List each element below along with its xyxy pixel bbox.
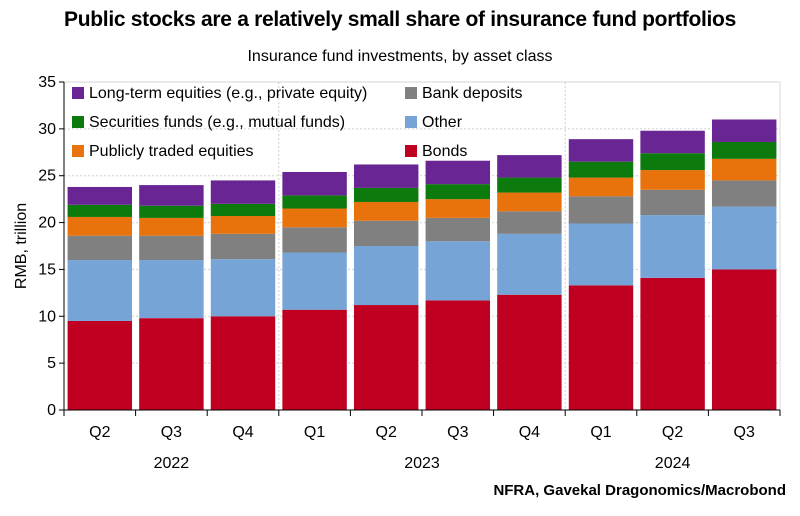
bar-segment-securities-funds-e-g-mutual-funds xyxy=(568,161,634,178)
bar-segment-bank-deposits xyxy=(282,227,347,253)
year-label: 2023 xyxy=(404,455,440,472)
y-tick-label: 0 xyxy=(47,402,56,419)
bar-segment-other xyxy=(711,206,777,270)
y-tick-label: 15 xyxy=(38,261,56,278)
bar-segment-long-term-equities-e-g-private-equity xyxy=(139,185,204,206)
bar-segment-bonds xyxy=(353,305,419,410)
legend-swatch xyxy=(405,145,417,157)
bar-segment-bonds xyxy=(67,320,133,410)
year-label: 2024 xyxy=(655,455,691,472)
legend-label: Other xyxy=(422,114,463,131)
bar-segment-securities-funds-e-g-mutual-funds xyxy=(497,177,562,193)
y-tick-label: 5 xyxy=(47,355,56,372)
x-tick-label: Q3 xyxy=(447,424,468,441)
legend-label: Bank deposits xyxy=(422,85,523,102)
bar-segment-bank-deposits xyxy=(711,180,777,207)
bar-segment-other xyxy=(282,252,347,310)
bar-segment-other xyxy=(425,241,491,301)
y-tick-label: 25 xyxy=(38,168,56,185)
bar-segment-bonds xyxy=(711,269,777,410)
chart-subtitle: Insurance fund investments, by asset cla… xyxy=(247,48,553,65)
y-tick-label: 20 xyxy=(38,215,56,232)
bar-segment-bonds xyxy=(139,318,204,410)
bar-segment-securities-funds-e-g-mutual-funds xyxy=(67,204,133,217)
bar-segment-bank-deposits xyxy=(568,196,634,224)
x-tick-label: Q1 xyxy=(304,424,325,441)
bar-segment-publicly-traded-equities xyxy=(568,177,634,197)
legend-swatch xyxy=(72,87,84,99)
bar-segment-publicly-traded-equities xyxy=(139,217,204,236)
x-tick-label: Q2 xyxy=(89,424,110,441)
legend-swatch xyxy=(72,145,84,157)
bar-segment-publicly-traded-equities xyxy=(67,216,133,236)
bar-segment-publicly-traded-equities xyxy=(711,158,777,181)
bar-segment-publicly-traded-equities xyxy=(640,170,705,190)
x-tick-label: Q1 xyxy=(590,424,611,441)
y-tick-label: 10 xyxy=(38,308,56,325)
bar-segment-other xyxy=(497,233,562,295)
bar-segment-other xyxy=(210,259,276,317)
bar-segment-securities-funds-e-g-mutual-funds xyxy=(640,153,705,171)
bar-segment-securities-funds-e-g-mutual-funds xyxy=(425,184,491,200)
bar-segment-publicly-traded-equities xyxy=(425,199,491,218)
bar-segment-long-term-equities-e-g-private-equity xyxy=(210,180,276,204)
bar-segment-long-term-equities-e-g-private-equity xyxy=(282,171,347,196)
bar-segment-securities-funds-e-g-mutual-funds xyxy=(711,141,777,159)
bar-segment-securities-funds-e-g-mutual-funds xyxy=(282,195,347,209)
bar-segment-other xyxy=(568,223,634,286)
bar-segment-long-term-equities-e-g-private-equity xyxy=(353,164,419,188)
bar-segment-publicly-traded-equities xyxy=(497,192,562,212)
y-tick-label: 30 xyxy=(38,121,56,138)
bar-segment-other xyxy=(353,246,419,306)
bar-segment-bank-deposits xyxy=(425,217,491,242)
bar-segment-long-term-equities-e-g-private-equity xyxy=(640,130,705,154)
x-tick-label: Q4 xyxy=(519,424,540,441)
bar-segment-bonds xyxy=(282,309,347,410)
chart-title: Public stocks are a relatively small sha… xyxy=(64,8,736,31)
x-tick-label: Q4 xyxy=(232,424,253,441)
bar-segment-long-term-equities-e-g-private-equity xyxy=(568,139,634,162)
bar-segment-bonds xyxy=(497,294,562,410)
bar-segment-publicly-traded-equities xyxy=(210,216,276,234)
bar-segment-bonds xyxy=(210,316,276,410)
bar-segment-bonds xyxy=(568,285,634,410)
x-tick-label: Q3 xyxy=(161,424,182,441)
legend-swatch xyxy=(72,116,84,128)
bar-segment-publicly-traded-equities xyxy=(353,201,419,221)
bar-segment-other xyxy=(67,260,133,321)
bar-segment-securities-funds-e-g-mutual-funds xyxy=(210,203,276,217)
bar-segment-bank-deposits xyxy=(210,233,276,260)
x-tick-label: Q3 xyxy=(734,424,755,441)
bar-segment-securities-funds-e-g-mutual-funds xyxy=(353,187,419,202)
bar-segment-bank-deposits xyxy=(497,211,562,234)
bar-segment-long-term-equities-e-g-private-equity xyxy=(67,186,133,205)
legend-label: Securities funds (e.g., mutual funds) xyxy=(89,114,345,131)
legend-label: Long-term equities (e.g., private equity… xyxy=(89,85,367,102)
legend-label: Bonds xyxy=(422,143,467,160)
bar-segment-bank-deposits xyxy=(67,235,133,261)
x-tick-label: Q2 xyxy=(376,424,397,441)
legend-swatch xyxy=(405,87,417,99)
year-label: 2022 xyxy=(154,455,190,472)
bar-segment-bank-deposits xyxy=(640,189,705,216)
bar-segment-bonds xyxy=(640,277,705,410)
bar-segment-bank-deposits xyxy=(139,235,204,261)
bar-segment-other xyxy=(640,215,705,278)
bar-segment-long-term-equities-e-g-private-equity xyxy=(425,160,491,185)
source-note: NFRA, Gavekal Dragonomics/Macrobond xyxy=(493,482,786,499)
bar-segment-other xyxy=(139,260,204,319)
bar-segment-securities-funds-e-g-mutual-funds xyxy=(139,205,204,218)
x-tick-label: Q2 xyxy=(662,424,683,441)
y-axis-title: RMB, trillion xyxy=(13,203,30,289)
bar-segment-long-term-equities-e-g-private-equity xyxy=(711,119,777,142)
legend-swatch xyxy=(405,116,417,128)
bar-segment-bonds xyxy=(425,300,491,410)
bar-segment-bank-deposits xyxy=(353,220,419,246)
y-tick-label: 35 xyxy=(38,74,56,91)
bar-segment-publicly-traded-equities xyxy=(282,208,347,228)
legend-label: Publicly traded equities xyxy=(89,143,254,160)
bar-segment-long-term-equities-e-g-private-equity xyxy=(497,155,562,178)
